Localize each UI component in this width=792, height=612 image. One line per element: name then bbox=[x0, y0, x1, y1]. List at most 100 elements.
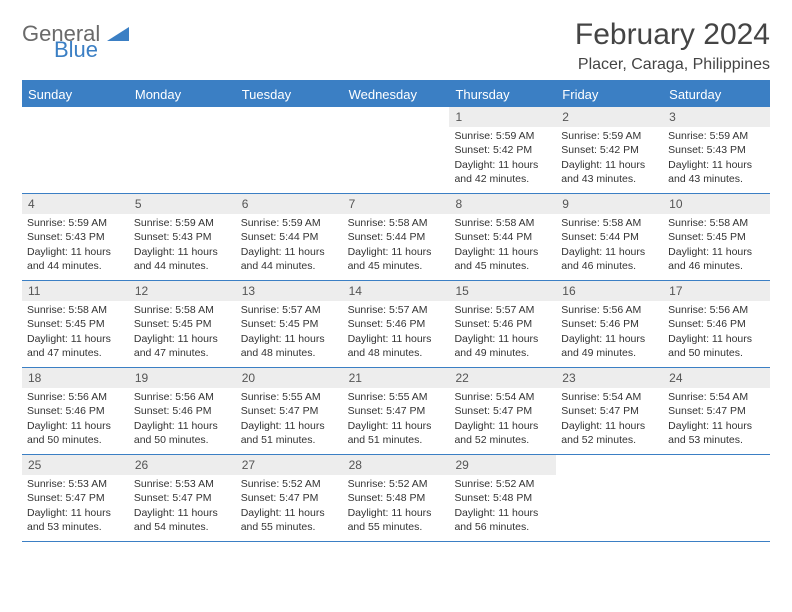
day-number: 12 bbox=[129, 281, 236, 301]
week-row: 11Sunrise: 5:58 AMSunset: 5:45 PMDayligh… bbox=[22, 281, 770, 368]
sunrise-text: Sunrise: 5:57 AM bbox=[454, 303, 551, 317]
dow-cell: Thursday bbox=[449, 82, 556, 107]
day-number: 26 bbox=[129, 455, 236, 475]
day-number: 1 bbox=[449, 107, 556, 127]
sunrise-text: Sunrise: 5:58 AM bbox=[561, 216, 658, 230]
week-row: 1Sunrise: 5:59 AMSunset: 5:42 PMDaylight… bbox=[22, 107, 770, 194]
day-number: 16 bbox=[556, 281, 663, 301]
sunset-text: Sunset: 5:46 PM bbox=[27, 404, 124, 418]
daylight-text: Daylight: 11 hours and 53 minutes. bbox=[668, 419, 765, 447]
day-details: Sunrise: 5:57 AMSunset: 5:46 PMDaylight:… bbox=[343, 301, 450, 364]
daylight-text: Daylight: 11 hours and 44 minutes. bbox=[27, 245, 124, 273]
daylight-text: Daylight: 11 hours and 54 minutes. bbox=[134, 506, 231, 534]
daylight-text: Daylight: 11 hours and 46 minutes. bbox=[668, 245, 765, 273]
day-cell: 2Sunrise: 5:59 AMSunset: 5:42 PMDaylight… bbox=[556, 107, 663, 193]
day-details: Sunrise: 5:53 AMSunset: 5:47 PMDaylight:… bbox=[22, 475, 129, 538]
day-details: Sunrise: 5:52 AMSunset: 5:47 PMDaylight:… bbox=[236, 475, 343, 538]
day-details: Sunrise: 5:59 AMSunset: 5:43 PMDaylight:… bbox=[663, 127, 770, 190]
sunset-text: Sunset: 5:48 PM bbox=[348, 491, 445, 505]
sunset-text: Sunset: 5:43 PM bbox=[27, 230, 124, 244]
dow-cell: Wednesday bbox=[343, 82, 450, 107]
day-number: 2 bbox=[556, 107, 663, 127]
day-cell: 17Sunrise: 5:56 AMSunset: 5:46 PMDayligh… bbox=[663, 281, 770, 367]
daylight-text: Daylight: 11 hours and 43 minutes. bbox=[561, 158, 658, 186]
day-number: 23 bbox=[556, 368, 663, 388]
day-cell: 23Sunrise: 5:54 AMSunset: 5:47 PMDayligh… bbox=[556, 368, 663, 454]
day-number: 25 bbox=[22, 455, 129, 475]
day-cell: 26Sunrise: 5:53 AMSunset: 5:47 PMDayligh… bbox=[129, 455, 236, 541]
day-number bbox=[663, 455, 770, 475]
sunrise-text: Sunrise: 5:58 AM bbox=[668, 216, 765, 230]
sunrise-text: Sunrise: 5:59 AM bbox=[134, 216, 231, 230]
day-cell: 21Sunrise: 5:55 AMSunset: 5:47 PMDayligh… bbox=[343, 368, 450, 454]
brand-logo: General Blue bbox=[22, 18, 129, 60]
day-of-week-header: SundayMondayTuesdayWednesdayThursdayFrid… bbox=[22, 82, 770, 107]
day-number: 9 bbox=[556, 194, 663, 214]
sunset-text: Sunset: 5:44 PM bbox=[454, 230, 551, 244]
day-details: Sunrise: 5:56 AMSunset: 5:46 PMDaylight:… bbox=[129, 388, 236, 451]
daylight-text: Daylight: 11 hours and 44 minutes. bbox=[241, 245, 338, 273]
day-cell: 10 Sunrise: 5:58 AMSunset: 5:45 PMDayligh… bbox=[663, 194, 770, 280]
sunset-text: Sunset: 5:46 PM bbox=[454, 317, 551, 331]
day-details: Sunrise: 5:52 AMSunset: 5:48 PMDaylight:… bbox=[343, 475, 450, 538]
day-details: Sunrise: 5:58 AMSunset: 5:44 PMDaylight:… bbox=[343, 214, 450, 277]
sunset-text: Sunset: 5:45 PM bbox=[668, 230, 765, 244]
day-cell: 13Sunrise: 5:57 AMSunset: 5:45 PMDayligh… bbox=[236, 281, 343, 367]
daylight-text: Daylight: 11 hours and 45 minutes. bbox=[348, 245, 445, 273]
sunrise-text: Sunrise: 5:55 AM bbox=[241, 390, 338, 404]
day-number: 11 bbox=[22, 281, 129, 301]
day-number: 4 bbox=[22, 194, 129, 214]
sunrise-text: Sunrise: 5:58 AM bbox=[348, 216, 445, 230]
day-number: 10 bbox=[663, 194, 770, 214]
sunset-text: Sunset: 5:44 PM bbox=[241, 230, 338, 244]
sunrise-text: Sunrise: 5:56 AM bbox=[668, 303, 765, 317]
header: General Blue February 2024 Placer, Carag… bbox=[22, 18, 770, 74]
sunrise-text: Sunrise: 5:59 AM bbox=[241, 216, 338, 230]
daylight-text: Daylight: 11 hours and 50 minutes. bbox=[668, 332, 765, 360]
sunset-text: Sunset: 5:47 PM bbox=[668, 404, 765, 418]
sunrise-text: Sunrise: 5:56 AM bbox=[27, 390, 124, 404]
day-number: 17 bbox=[663, 281, 770, 301]
day-number: 22 bbox=[449, 368, 556, 388]
sunset-text: Sunset: 5:47 PM bbox=[134, 491, 231, 505]
day-cell: 5Sunrise: 5:59 AMSunset: 5:43 PMDaylight… bbox=[129, 194, 236, 280]
day-number: 20 bbox=[236, 368, 343, 388]
daylight-text: Daylight: 11 hours and 48 minutes. bbox=[241, 332, 338, 360]
day-cell: 1Sunrise: 5:59 AMSunset: 5:42 PMDaylight… bbox=[449, 107, 556, 193]
day-number bbox=[22, 107, 129, 127]
day-details: Sunrise: 5:52 AMSunset: 5:48 PMDaylight:… bbox=[449, 475, 556, 538]
day-number: 15 bbox=[449, 281, 556, 301]
day-number: 28 bbox=[343, 455, 450, 475]
day-cell: 4 Sunrise: 5:59 AMSunset: 5:43 PMDaylight… bbox=[22, 194, 129, 280]
day-number bbox=[556, 455, 663, 475]
week-row: 25Sunrise: 5:53 AMSunset: 5:47 PMDayligh… bbox=[22, 455, 770, 542]
sunset-text: Sunset: 5:46 PM bbox=[348, 317, 445, 331]
empty-cell bbox=[129, 107, 236, 193]
sunrise-text: Sunrise: 5:59 AM bbox=[27, 216, 124, 230]
title-block: February 2024 Placer, Caraga, Philippine… bbox=[575, 18, 770, 74]
day-details: Sunrise: 5:58 AMSunset: 5:44 PMDaylight:… bbox=[556, 214, 663, 277]
sunrise-text: Sunrise: 5:58 AM bbox=[134, 303, 231, 317]
sunrise-text: Sunrise: 5:52 AM bbox=[454, 477, 551, 491]
sunrise-text: Sunrise: 5:56 AM bbox=[134, 390, 231, 404]
daylight-text: Daylight: 11 hours and 52 minutes. bbox=[454, 419, 551, 447]
sunset-text: Sunset: 5:45 PM bbox=[134, 317, 231, 331]
day-cell: 16Sunrise: 5:56 AMSunset: 5:46 PMDayligh… bbox=[556, 281, 663, 367]
sunset-text: Sunset: 5:45 PM bbox=[27, 317, 124, 331]
sunset-text: Sunset: 5:43 PM bbox=[668, 143, 765, 157]
day-number: 6 bbox=[236, 194, 343, 214]
day-details: Sunrise: 5:53 AMSunset: 5:47 PMDaylight:… bbox=[129, 475, 236, 538]
day-details: Sunrise: 5:55 AMSunset: 5:47 PMDaylight:… bbox=[343, 388, 450, 451]
daylight-text: Daylight: 11 hours and 47 minutes. bbox=[27, 332, 124, 360]
daylight-text: Daylight: 11 hours and 49 minutes. bbox=[561, 332, 658, 360]
month-title: February 2024 bbox=[575, 18, 770, 52]
day-cell: 12Sunrise: 5:58 AMSunset: 5:45 PMDayligh… bbox=[129, 281, 236, 367]
day-number: 29 bbox=[449, 455, 556, 475]
day-details: Sunrise: 5:59 AMSunset: 5:43 PMDaylight:… bbox=[129, 214, 236, 277]
day-details: Sunrise: 5:57 AMSunset: 5:45 PMDaylight:… bbox=[236, 301, 343, 364]
sunrise-text: Sunrise: 5:58 AM bbox=[454, 216, 551, 230]
sunrise-text: Sunrise: 5:53 AM bbox=[134, 477, 231, 491]
sunset-text: Sunset: 5:44 PM bbox=[348, 230, 445, 244]
daylight-text: Daylight: 11 hours and 46 minutes. bbox=[561, 245, 658, 273]
sunrise-text: Sunrise: 5:59 AM bbox=[561, 129, 658, 143]
